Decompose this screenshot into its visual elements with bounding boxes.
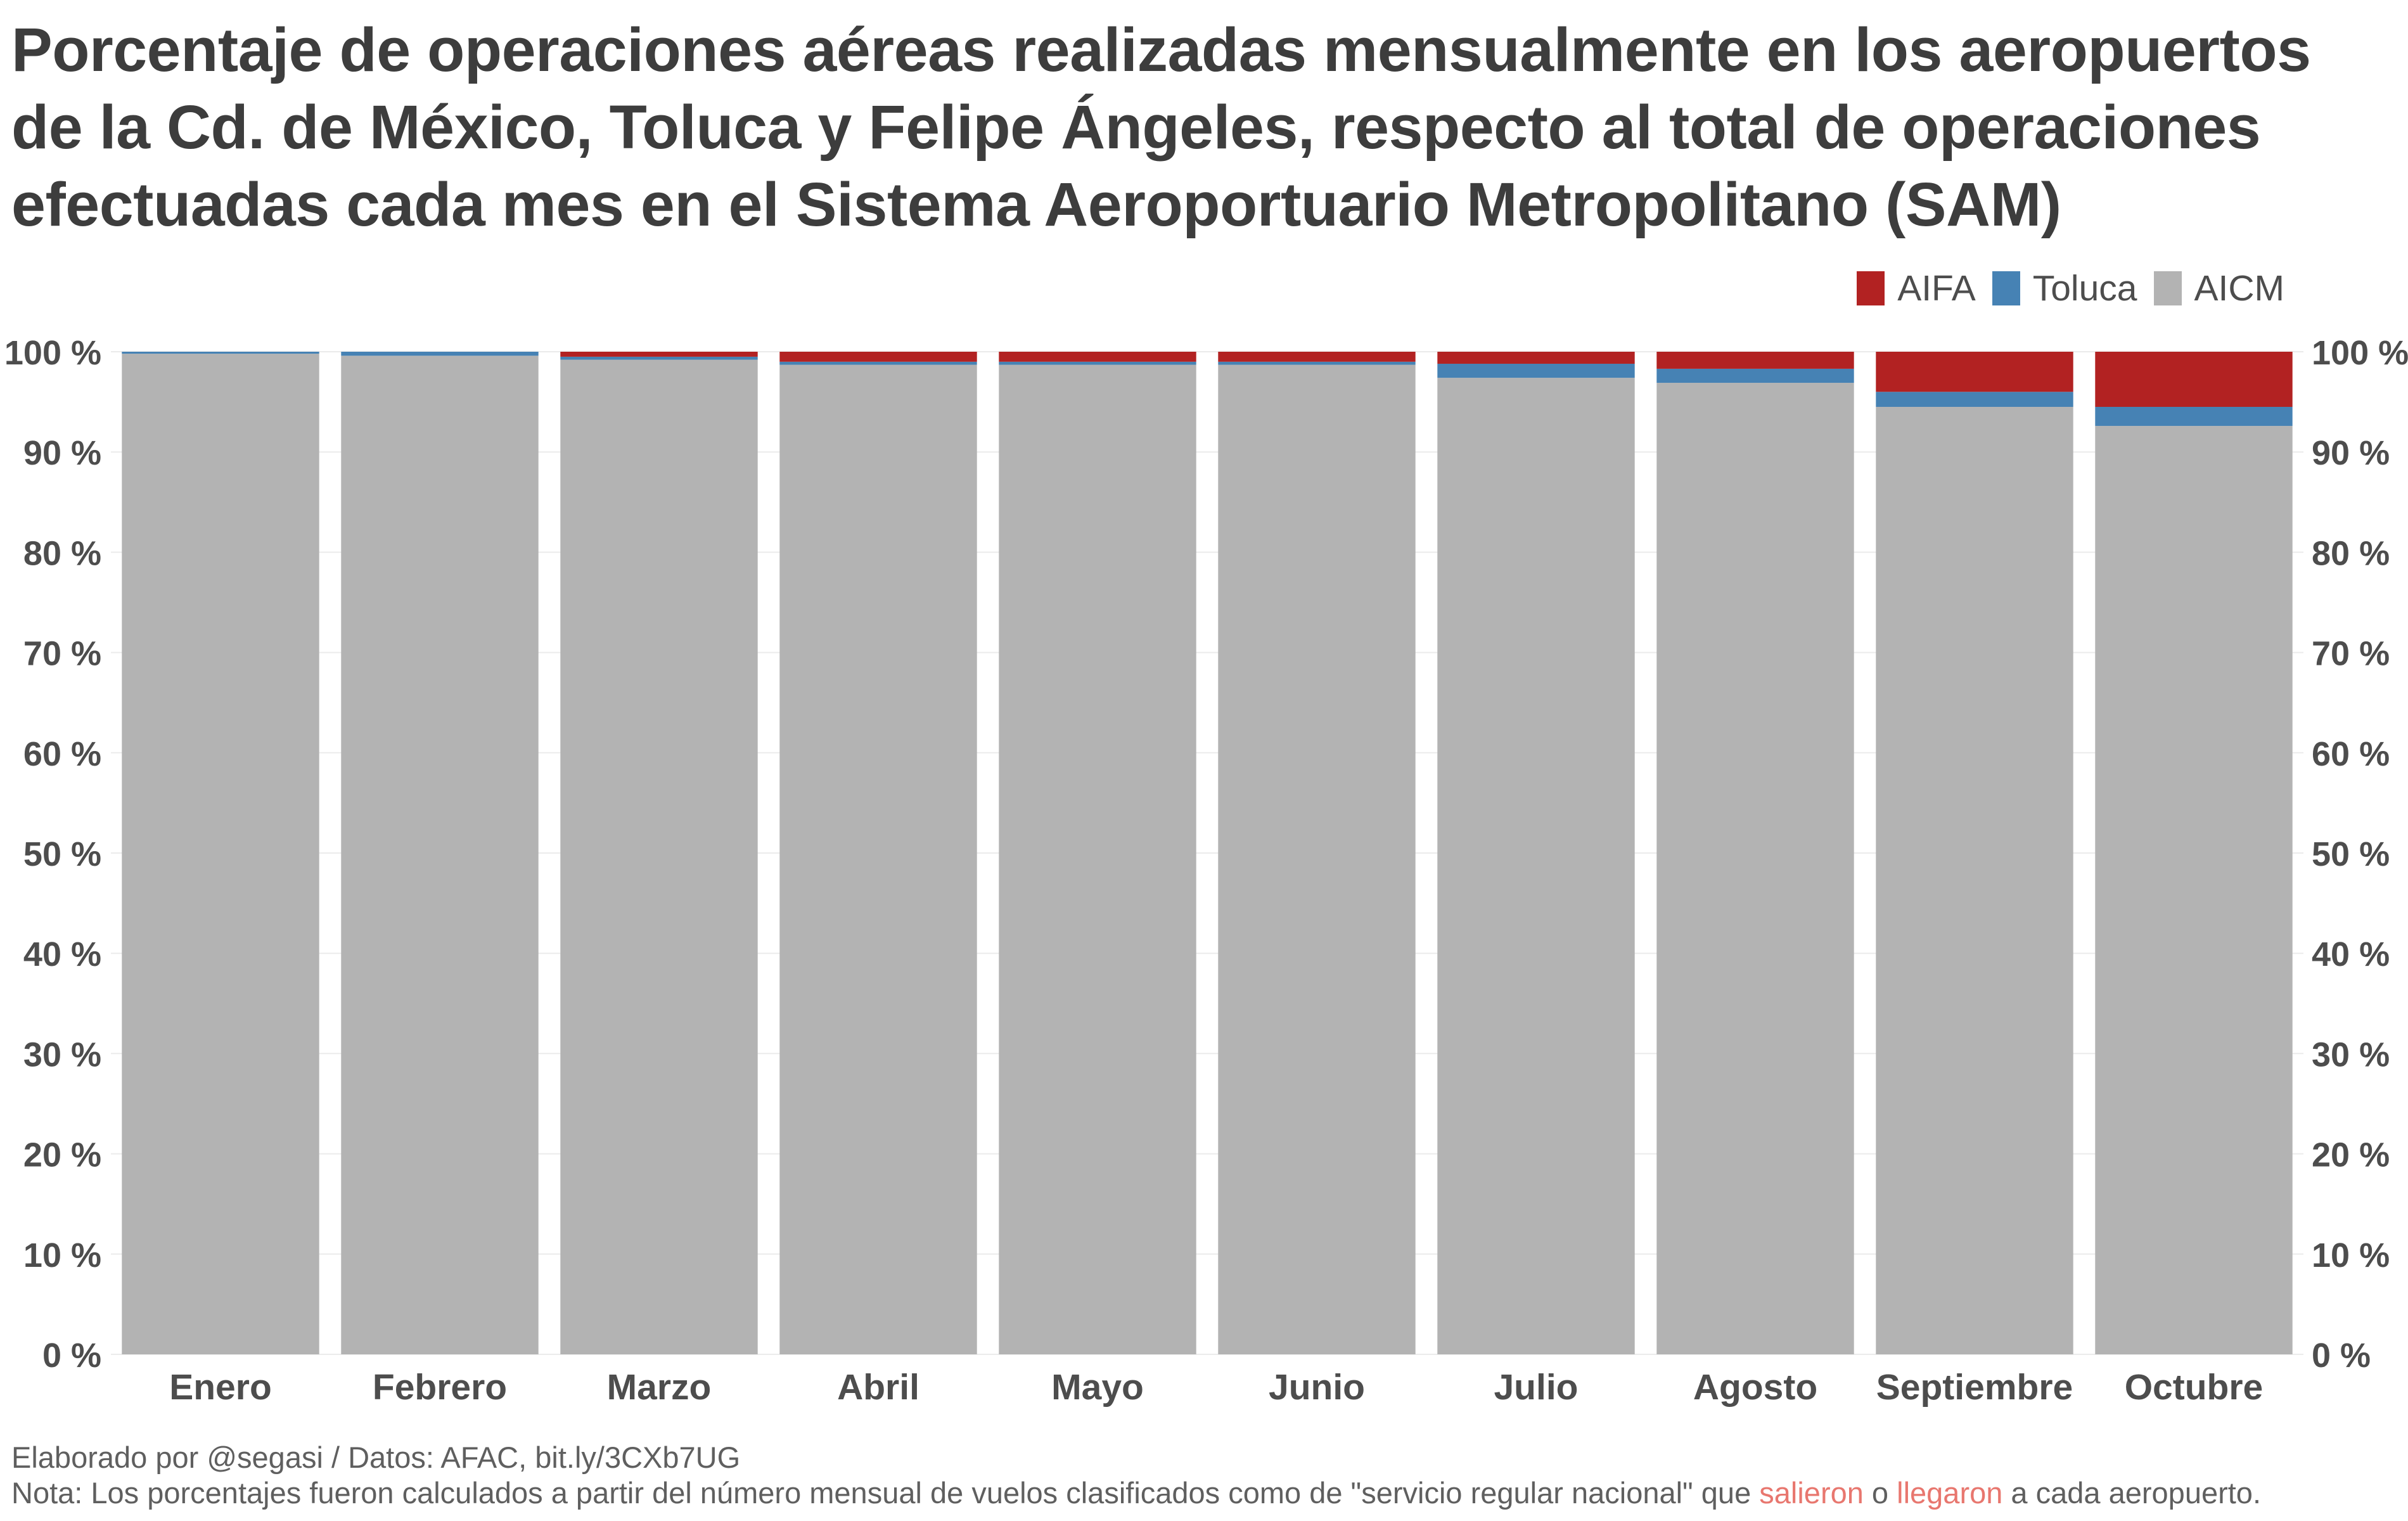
x-tick-label: Enero <box>169 1367 272 1408</box>
x-tick-label: Abril <box>837 1367 919 1408</box>
bar-segment-toluca <box>1876 392 2073 408</box>
legend-label-toluca: Toluca <box>2032 268 2137 309</box>
y-tick-label-right: 70 % <box>2312 635 2390 673</box>
x-tick-label: Agosto <box>1693 1367 1817 1408</box>
legend-swatch-toluca <box>1992 271 2020 305</box>
y-tick-label-right: 100 % <box>2312 334 2408 372</box>
x-axis: Enero Febrero Marzo Abril Mayo Junio Julio Agos… <box>169 1367 2263 1408</box>
y-tick-label-right: 40 % <box>2312 935 2390 973</box>
bar-segment-toluca <box>2095 407 2293 427</box>
x-tick-label: Octubre <box>2125 1367 2264 1408</box>
chart-footer: Elaborado por @segasi / Datos: AFAC, bit… <box>11 1440 2261 1511</box>
note-highlight-departed: salieron <box>1759 1476 1864 1510</box>
legend-label-aicm: AICM <box>2194 268 2285 309</box>
bar-segment-aicm <box>999 364 1196 1355</box>
bar-segment-toluca <box>1656 368 1854 383</box>
bar-segment-aifa <box>1437 352 1635 364</box>
bar-segment-toluca <box>779 361 977 365</box>
legend-swatch-aifa <box>1857 271 1885 305</box>
bar-segment-aifa <box>560 352 758 357</box>
bar-segment-aifa <box>1656 352 1854 369</box>
y-tick-label-right: 0 % <box>2312 1337 2371 1375</box>
bar-segment-toluca <box>999 361 1196 365</box>
bar-segment-aicm <box>779 364 977 1355</box>
y-tick-label-left: 80 % <box>23 534 101 572</box>
y-tick-label-left: 60 % <box>23 735 101 773</box>
note-end: a cada aeropuerto. <box>2002 1476 2261 1510</box>
legend-swatch-aicm <box>2153 271 2182 305</box>
y-tick-label-right: 30 % <box>2312 1036 2390 1074</box>
bar-segment-aicm <box>1437 378 1635 1354</box>
y-tick-label-left: 20 % <box>23 1136 101 1174</box>
bar-segment-toluca <box>560 356 758 360</box>
y-tick-label-right: 90 % <box>2312 434 2390 472</box>
y-tick-label-right: 80 % <box>2312 534 2390 572</box>
note-line: Nota: Los porcentajes fueron calculados … <box>11 1475 2261 1511</box>
y-tick-label-right: 10 % <box>2312 1236 2390 1274</box>
y-tick-label-left: 30 % <box>23 1036 101 1074</box>
chart-legend: AIFA Toluca AICM <box>1857 266 2284 311</box>
legend-item-aifa: AIFA <box>1857 267 1976 309</box>
bar-segment-toluca <box>1437 363 1635 378</box>
bar-segment-aifa <box>1218 352 1416 362</box>
bar-segment-aicm <box>2095 426 2293 1354</box>
x-tick-label: Febrero <box>373 1367 507 1408</box>
bar-segment-aifa <box>999 352 1196 362</box>
legend-label-aifa: AIFA <box>1897 268 1976 309</box>
x-tick-label: Marzo <box>607 1367 712 1408</box>
bar-segment-toluca <box>341 352 539 356</box>
note-text: Nota: Los porcentajes fueron calculados … <box>11 1476 1760 1510</box>
y-tick-label-left: 100 % <box>4 334 101 372</box>
y-tick-label-left: 10 % <box>23 1236 101 1274</box>
x-tick-label: Julio <box>1494 1367 1578 1408</box>
bar-segment-aicm <box>1218 364 1416 1355</box>
x-tick-label: Junio <box>1269 1367 1365 1408</box>
y-tick-label-right: 60 % <box>2312 735 2390 773</box>
bar-segment-aifa <box>1876 352 2073 392</box>
x-tick-label: Mayo <box>1051 1367 1144 1408</box>
chart-title: Porcentaje de operaciones aéreas realiza… <box>11 15 2311 239</box>
credit-line: Elaborado por @segasi / Datos: AFAC, bit… <box>11 1441 741 1474</box>
bar-segment-aicm <box>1656 383 1854 1354</box>
y-axis-right: 0 % 10 % 20 % 30 % 40 % 50 % 60 % 70 % 80 % 90 % 1… <box>2312 334 2408 1375</box>
legend-item-aicm: AICM <box>2153 267 2285 309</box>
y-tick-label-right: 20 % <box>2312 1136 2390 1174</box>
y-tick-label-left: 90 % <box>23 434 101 472</box>
bar-segment-toluca <box>122 352 319 354</box>
y-axis-left: 0 % 10 % 20 % 30 % 40 % 50 % 60 % 70 % 80 % 90 % 1… <box>4 334 101 1375</box>
y-tick-label-left: 40 % <box>23 935 101 973</box>
y-tick-label-left: 0 % <box>42 1337 101 1375</box>
bar-segment-toluca <box>1218 361 1416 365</box>
bar-segment-aicm <box>122 354 319 1354</box>
legend-item-toluca: Toluca <box>1992 267 2137 309</box>
x-tick-label: Septiembre <box>1876 1367 2073 1408</box>
bar-segment-aifa <box>779 352 977 362</box>
bars <box>122 352 2293 1355</box>
note-or: o <box>1863 1476 1897 1510</box>
bar-segment-aicm <box>1876 407 2073 1354</box>
y-tick-label-left: 50 % <box>23 835 101 873</box>
note-highlight-arrived: llegaron <box>1897 1476 2003 1510</box>
bar-segment-aicm <box>341 356 539 1354</box>
y-tick-label-left: 70 % <box>23 635 101 673</box>
y-tick-label-right: 50 % <box>2312 835 2390 873</box>
bar-segment-aicm <box>560 359 758 1354</box>
bar-segment-aifa <box>2095 352 2293 408</box>
